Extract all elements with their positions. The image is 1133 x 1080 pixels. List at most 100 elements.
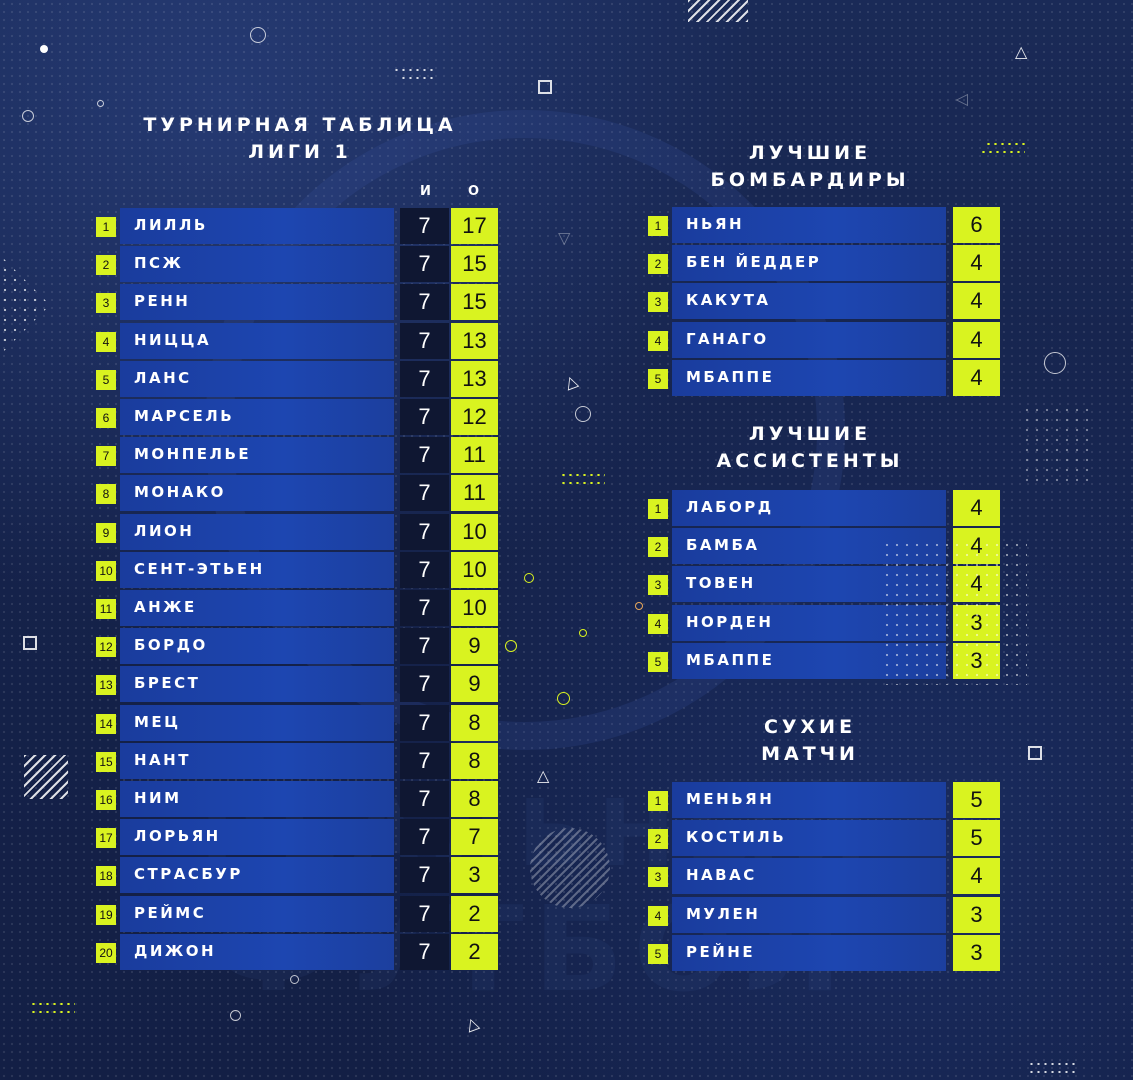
table-row: 3 КАКУТА 4 [648,283,1000,319]
points-cell: 9 [451,666,498,702]
circle-decoration [557,692,570,705]
rank-badge: 1 [648,499,668,519]
table-row: 6 МАРСЕЛЬ 7 12 [96,399,498,435]
dot-grid-decoration [882,540,1027,685]
games-cell: 7 [400,284,449,320]
points-column-header: О [468,184,480,199]
rank-badge: 20 [96,943,116,963]
value-cell: 5 [953,820,1000,856]
points-cell: 17 [451,208,498,244]
player-name: МЕНЬЯН [686,790,775,808]
games-cell: 7 [400,666,449,702]
triangle-decoration: △ [558,231,571,250]
rank-badge: 8 [96,484,116,504]
value-cell: 4 [953,858,1000,894]
team-name: СТРАСБУР [134,865,243,883]
player-bar [672,782,946,818]
points-cell: 13 [451,361,498,397]
table-row: 19 РЕЙМС 7 2 [96,896,498,932]
rank-badge: 5 [648,369,668,389]
player-bar [672,858,946,894]
table-row: 5 РЕЙНЕ 3 [648,935,1000,971]
team-bar [120,361,394,397]
rank-badge: 3 [96,293,116,313]
value-cell: 3 [953,897,1000,933]
games-cell: 7 [400,590,449,626]
table-row: 11 АНЖЕ 7 10 [96,590,498,626]
rank-badge: 4 [648,614,668,634]
team-name: РЕЙМС [134,904,207,922]
player-bar [672,490,946,526]
games-cell: 7 [400,705,449,741]
team-name: НАНТ [134,751,191,769]
games-cell: 7 [400,743,449,779]
points-cell: 8 [451,781,498,817]
clean-sheets-title: СУХИЕ МАТЧИ [761,716,859,765]
rank-badge: 5 [96,370,116,390]
team-bar [120,781,394,817]
triangle-decoration: △ [951,93,971,107]
table-row: 8 МОНАКО 7 11 [96,475,498,511]
circle-decoration [22,110,34,122]
team-name: МОНАКО [134,483,226,501]
player-bar [672,935,946,971]
table-row: 4 МУЛЕН 3 [648,897,1000,933]
team-bar [120,896,394,932]
table-row: 20 ДИЖОН 7 2 [96,934,498,970]
team-bar [120,475,394,511]
rank-badge: 12 [96,637,116,657]
team-name: МОНПЕЛЬЕ [134,445,252,463]
player-bar [672,283,946,319]
player-name: РЕЙНЕ [686,943,756,961]
team-name: ЛАНС [134,369,192,387]
table-row: 15 НАНТ 7 8 [96,743,498,779]
rank-badge: 13 [96,675,116,695]
table-row: 3 НАВАС 4 [648,858,1000,894]
value-cell: 3 [953,935,1000,971]
dots-decoration [560,481,605,485]
rank-badge: 2 [648,254,668,274]
player-name: НАВАС [686,866,757,884]
triangle-decoration: △ [537,766,550,785]
value-cell: 5 [953,782,1000,818]
value-cell: 4 [953,490,1000,526]
team-name: ПСЖ [134,254,184,272]
player-name: НЬЯН [686,215,745,233]
points-cell: 15 [451,246,498,282]
scorers-title: ЛУЧШИЕ БОМБАРДИРЫ [710,142,910,191]
points-cell: 11 [451,475,498,511]
player-name: МБАППЕ [686,651,775,669]
team-bar [120,705,394,741]
player-name: КАКУТА [686,291,771,309]
points-cell: 10 [451,552,498,588]
team-bar [120,819,394,855]
team-bar [120,246,394,282]
games-cell: 7 [400,819,449,855]
games-cell: 7 [400,628,449,664]
points-cell: 10 [451,590,498,626]
rank-badge: 2 [96,255,116,275]
rank-badge: 2 [648,829,668,849]
team-name: ЛИОН [134,522,195,540]
rank-badge: 3 [648,867,668,887]
circle-decoration [575,406,591,422]
team-bar [120,552,394,588]
player-name: ЛАБОРД [686,498,774,516]
dots-decoration [30,1002,75,1006]
points-cell: 11 [451,437,498,473]
team-name: БОРДО [134,636,208,654]
circle-decoration [290,975,299,984]
team-bar [120,399,394,435]
games-cell: 7 [400,896,449,932]
team-bar [120,514,394,550]
rank-badge: 18 [96,866,116,886]
dots-decoration [1028,1070,1078,1074]
dots-decoration [980,150,1025,154]
table-row: 16 НИМ 7 8 [96,781,498,817]
games-column-header: И [420,184,431,199]
dot-grid-decoration [1022,405,1092,485]
rank-badge: 4 [96,332,116,352]
player-bar [672,207,946,243]
team-name: СЕНТ-ЭТЬЕН [134,560,265,578]
rank-badge: 4 [648,906,668,926]
